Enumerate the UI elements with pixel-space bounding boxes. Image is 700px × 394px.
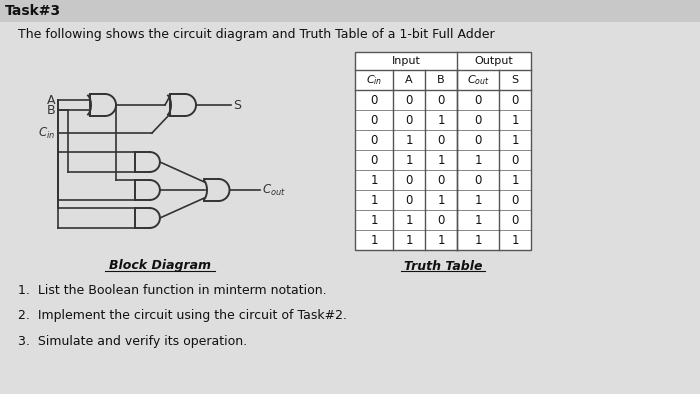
- Text: 1: 1: [438, 193, 444, 206]
- Text: 1: 1: [405, 154, 413, 167]
- Text: 0: 0: [370, 113, 378, 126]
- Text: 1: 1: [370, 234, 378, 247]
- Text: 1: 1: [511, 134, 519, 147]
- Text: 1: 1: [475, 234, 482, 247]
- FancyBboxPatch shape: [355, 52, 531, 250]
- Text: 0: 0: [511, 154, 519, 167]
- Text: 0: 0: [405, 93, 413, 106]
- Text: $C_{out}$: $C_{out}$: [262, 182, 286, 197]
- Text: B: B: [438, 75, 444, 85]
- Text: 0: 0: [511, 214, 519, 227]
- Text: 0: 0: [438, 134, 444, 147]
- Text: 1: 1: [405, 234, 413, 247]
- Text: $C_{out}$: $C_{out}$: [467, 73, 489, 87]
- Text: 2.  Implement the circuit using the circuit of Task#2.: 2. Implement the circuit using the circu…: [18, 310, 347, 323]
- Text: Output: Output: [475, 56, 513, 66]
- Text: $C_{in}$: $C_{in}$: [38, 125, 55, 141]
- Text: 0: 0: [438, 214, 444, 227]
- Text: The following shows the circuit diagram and Truth Table of a 1-bit Full Adder: The following shows the circuit diagram …: [18, 28, 495, 41]
- Text: 0: 0: [370, 134, 378, 147]
- Text: Block Diagram: Block Diagram: [109, 260, 211, 273]
- Text: S: S: [233, 98, 241, 112]
- Text: Input: Input: [391, 56, 421, 66]
- Text: 0: 0: [405, 173, 413, 186]
- Text: 0: 0: [370, 154, 378, 167]
- Text: 1: 1: [511, 113, 519, 126]
- Text: 1: 1: [370, 173, 378, 186]
- Text: 0: 0: [405, 193, 413, 206]
- Text: S: S: [512, 75, 519, 85]
- Text: 1: 1: [370, 193, 378, 206]
- Text: 1: 1: [438, 234, 444, 247]
- Text: 0: 0: [475, 113, 482, 126]
- Text: B: B: [46, 104, 55, 117]
- Text: 1: 1: [475, 193, 482, 206]
- Text: 0: 0: [511, 193, 519, 206]
- Text: 1.  List the Boolean function in minterm notation.: 1. List the Boolean function in minterm …: [18, 284, 327, 297]
- Text: 0: 0: [475, 93, 482, 106]
- Text: 0: 0: [405, 113, 413, 126]
- Text: 1: 1: [475, 154, 482, 167]
- Text: 0: 0: [475, 134, 482, 147]
- Text: Task#3: Task#3: [5, 4, 61, 18]
- Text: 1: 1: [438, 154, 444, 167]
- Text: 0: 0: [438, 173, 444, 186]
- Text: 0: 0: [511, 93, 519, 106]
- Text: 1: 1: [511, 234, 519, 247]
- Text: 0: 0: [370, 93, 378, 106]
- Text: 0: 0: [438, 93, 444, 106]
- Text: Truth Table: Truth Table: [404, 260, 482, 273]
- Text: $C_{in}$: $C_{in}$: [366, 73, 382, 87]
- FancyBboxPatch shape: [0, 0, 700, 22]
- Text: 1: 1: [405, 214, 413, 227]
- Text: A: A: [46, 93, 55, 106]
- Text: 1: 1: [370, 214, 378, 227]
- Text: 1: 1: [475, 214, 482, 227]
- Text: 1: 1: [438, 113, 444, 126]
- Text: 0: 0: [475, 173, 482, 186]
- Text: 1: 1: [511, 173, 519, 186]
- Text: 3.  Simulate and verify its operation.: 3. Simulate and verify its operation.: [18, 336, 247, 349]
- Text: 1: 1: [405, 134, 413, 147]
- Text: A: A: [405, 75, 413, 85]
